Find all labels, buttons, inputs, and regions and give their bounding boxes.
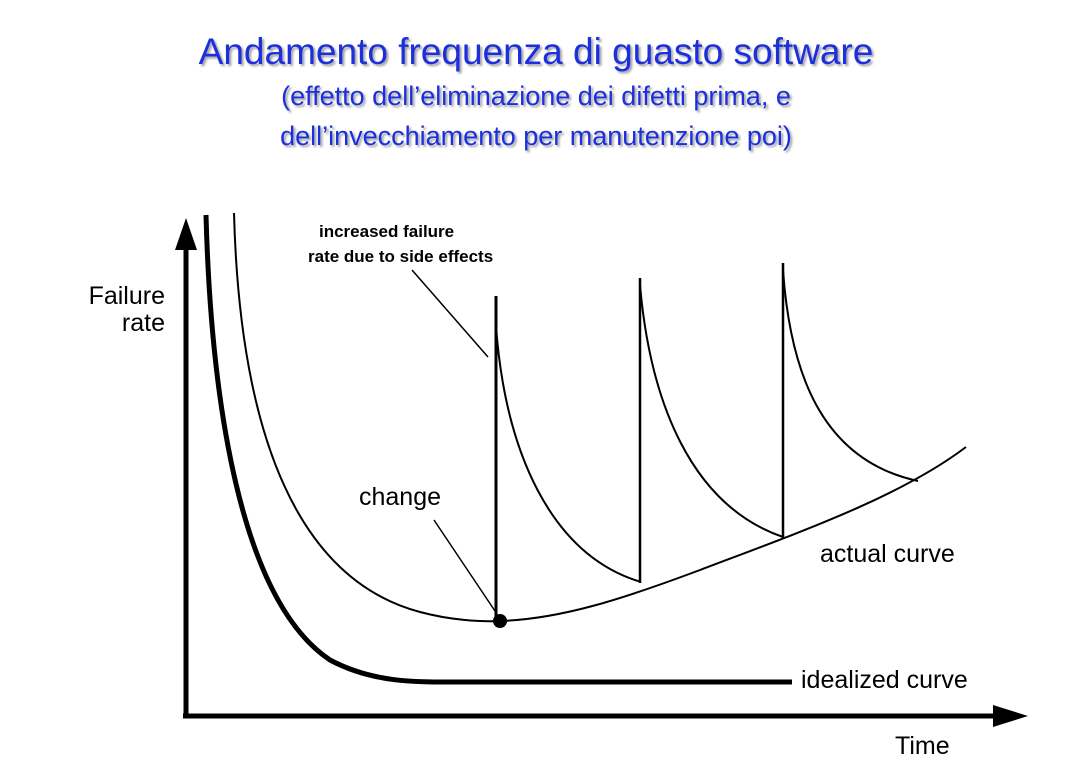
- slide-title: Andamento frequenza di guasto software: [198, 31, 874, 72]
- change-point-marker: [493, 614, 507, 628]
- annotation-line-1: increased failure: [319, 222, 454, 241]
- slide-subtitle-line-1: (effetto dell’eliminazione dei difetti p…: [281, 81, 791, 111]
- actual-curve-label: actual curve: [820, 540, 955, 568]
- actual-curve-decay-2: [639, 284, 784, 538]
- actual-curve-decay-1: [495, 325, 642, 583]
- change-label: change: [359, 483, 441, 511]
- annotation-leader-line: [411, 269, 489, 358]
- slide-subtitle-line-2: dell’invecchiamento per manutenzione poi…: [280, 121, 792, 151]
- annotation-line-2: rate due to side effects: [308, 247, 493, 266]
- idealized-curve-label: idealized curve: [801, 666, 968, 694]
- actual-curve-decay-3: [782, 269, 919, 482]
- y-axis-arrowhead: [175, 218, 197, 250]
- change-leader-line: [433, 519, 498, 615]
- title-block: Andamento frequenza di guasto software (…: [0, 30, 1072, 154]
- idealized-curve: [203, 214, 792, 685]
- y-axis-label-line-1: Failure: [89, 282, 165, 310]
- y-axis-label-line-2: rate: [122, 309, 165, 337]
- x-axis-arrowhead: [993, 705, 1028, 727]
- x-axis-label: Time: [895, 732, 950, 760]
